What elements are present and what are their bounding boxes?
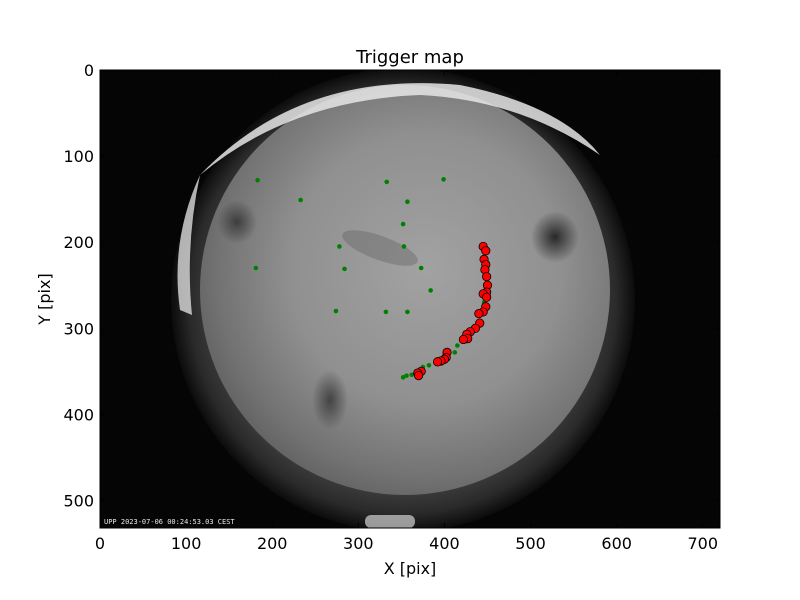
- green-trigger-point: [428, 288, 433, 293]
- green-trigger-point: [404, 373, 409, 378]
- sky-image: UPP 2023-07-06 00:24:53.03 CEST: [100, 70, 720, 528]
- green-trigger-point: [401, 244, 407, 249]
- y-tick-label: 200: [63, 233, 94, 252]
- y-axis-label: Y [pix]: [35, 273, 54, 325]
- timestamp-overlay: UPP 2023-07-06 00:24:53.03 CEST: [104, 518, 235, 526]
- data-points: [253, 177, 493, 381]
- green-trigger-point: [383, 309, 389, 315]
- x-tick-label: 700: [688, 534, 719, 553]
- green-trigger-point: [405, 199, 410, 205]
- green-trigger-point: [333, 308, 339, 314]
- green-trigger-point: [400, 221, 406, 227]
- red-trigger-point: [414, 371, 424, 381]
- y-tick-label: 100: [63, 147, 94, 166]
- red-trigger-point: [482, 272, 492, 282]
- chart-title: Trigger map: [355, 47, 464, 68]
- red-trigger-point: [458, 334, 468, 345]
- green-trigger-point: [400, 375, 406, 380]
- plot-frame: [99, 69, 721, 529]
- x-tick-label: 100: [171, 534, 202, 553]
- green-trigger-point: [253, 265, 259, 271]
- green-trigger-point: [452, 350, 458, 355]
- green-trigger-point: [418, 265, 424, 271]
- x-tick-label: 400: [429, 534, 460, 553]
- green-trigger-point: [255, 177, 260, 183]
- y-tick-label: 300: [63, 319, 94, 338]
- y-tick-label: 400: [63, 405, 94, 424]
- green-trigger-point: [409, 372, 415, 378]
- green-trigger-point: [455, 343, 460, 348]
- green-trigger-point: [384, 179, 390, 185]
- green-trigger-point: [426, 362, 432, 368]
- red-trigger-point: [432, 357, 443, 367]
- red-trigger-point: [481, 246, 491, 256]
- x-tick-label: 0: [95, 534, 105, 553]
- red-trigger-point: [482, 292, 492, 302]
- x-tick-label: 200: [257, 534, 288, 553]
- x-tick-label: 600: [601, 534, 632, 553]
- x-tick-label: 500: [515, 534, 546, 553]
- green-trigger-point: [337, 244, 342, 249]
- y-tick-label: 0: [84, 61, 94, 80]
- axes: 0 100 200 300 400 500 600 700 0 100 200 300 400 500: [63, 61, 720, 553]
- x-tick-label: 300: [343, 534, 374, 553]
- green-trigger-point: [298, 197, 303, 203]
- green-trigger-point: [441, 177, 446, 182]
- green-trigger-point: [405, 309, 410, 315]
- x-axis-label: X [pix]: [384, 559, 437, 578]
- y-tick-label: 500: [63, 491, 94, 510]
- green-trigger-point: [342, 266, 347, 272]
- red-trigger-point: [474, 309, 484, 319]
